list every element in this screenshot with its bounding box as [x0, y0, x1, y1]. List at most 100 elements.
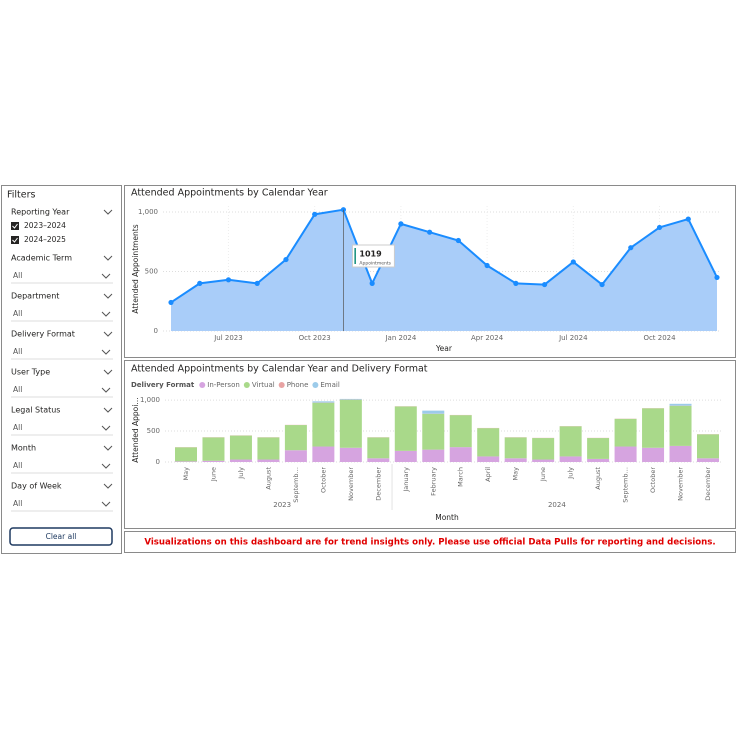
- x-tick-label: April: [484, 467, 492, 482]
- legend-label: Email: [320, 381, 339, 389]
- bar-segment: [257, 437, 280, 460]
- x-tick-label: December: [704, 467, 712, 501]
- line-chart-title: Attended Appointments by Calendar Year: [131, 188, 328, 199]
- bar-segment: [559, 456, 582, 462]
- legend-title: Delivery Format: [131, 381, 195, 389]
- filter-value[interactable]: All: [13, 309, 22, 318]
- bar-segment: [257, 459, 280, 462]
- x-tick-label: June: [209, 467, 217, 482]
- point: [599, 281, 605, 288]
- filter-label: Day of Week: [11, 482, 62, 491]
- bar-segment: [422, 410, 445, 414]
- area: [171, 209, 717, 331]
- notice-text: Visualizations on this dashboard are for…: [144, 538, 715, 548]
- bar-segment: [614, 418, 637, 447]
- chevron-icon: [101, 311, 111, 317]
- bar-segment: [642, 447, 665, 462]
- bar-segment: [202, 460, 225, 462]
- bar-segment: [697, 458, 719, 462]
- chevron-icon: [103, 331, 113, 337]
- x-tick-label: August: [594, 467, 602, 490]
- filter-value[interactable]: All: [13, 461, 22, 470]
- filter-option[interactable]: 2024–2025: [24, 235, 66, 244]
- x-axis-label: Month: [435, 513, 459, 522]
- legend-swatch: [278, 382, 285, 388]
- bar-segment: [394, 406, 417, 451]
- point: [369, 280, 375, 286]
- filter-value[interactable]: All: [13, 271, 22, 280]
- tooltip-box: [351, 244, 395, 268]
- chevron-icon: [103, 445, 113, 451]
- chevron-icon: [101, 349, 111, 355]
- x-tick-label: February: [429, 467, 437, 496]
- x-tick-label: Septemb…: [622, 467, 630, 503]
- x-tick-label: November: [347, 467, 355, 501]
- bar-segment: [449, 415, 472, 448]
- group-label: 2024: [548, 501, 566, 509]
- tooltip-label: Appointments: [359, 261, 391, 267]
- point: [340, 207, 347, 213]
- x-tick-label: Jul 2023: [213, 334, 243, 342]
- bar-segment: [339, 398, 362, 400]
- point: [398, 221, 404, 227]
- tooltip-value: 1019: [359, 250, 382, 259]
- bar-segment: [175, 447, 197, 462]
- chevron-icon: [103, 369, 113, 375]
- filter-label: Academic Term: [11, 254, 72, 263]
- filter-value[interactable]: All: [13, 347, 22, 356]
- x-tick-label: Apr 2024: [471, 334, 504, 342]
- y-tick-label: 0: [154, 327, 158, 335]
- x-tick-label: March: [457, 467, 465, 487]
- checkbox[interactable]: [11, 222, 19, 230]
- x-tick-label: Jul 2024: [558, 334, 588, 342]
- point: [283, 256, 289, 263]
- point: [513, 280, 519, 286]
- bar-segment: [422, 413, 445, 450]
- bar-segment: [477, 428, 500, 457]
- x-tick-label: July: [567, 467, 575, 480]
- bar-segment: [284, 425, 307, 451]
- chevron-icon: [101, 463, 111, 469]
- bar-segment: [614, 446, 637, 462]
- filter-value[interactable]: All: [13, 385, 22, 394]
- legend-swatch: [199, 382, 206, 388]
- y-tick-label: 0: [156, 458, 160, 466]
- bar-segment: [339, 447, 362, 462]
- point: [197, 280, 203, 286]
- bar-segment: [394, 450, 417, 462]
- clear-button[interactable]: [9, 527, 113, 546]
- clear-button-label[interactable]: Clear all: [46, 532, 77, 541]
- filter-label: Delivery Format: [11, 330, 75, 339]
- notice-panel: [124, 531, 736, 553]
- bar-segment: [312, 446, 335, 462]
- y-axis-label: Attended Appointments: [131, 224, 140, 313]
- bar-segment: [559, 426, 582, 457]
- bar-segment: [504, 458, 527, 462]
- chevron-icon: [101, 425, 111, 431]
- bar-segment: [449, 447, 472, 462]
- point: [628, 245, 634, 251]
- x-tick-label: May: [512, 467, 520, 481]
- filter-value[interactable]: All: [13, 423, 22, 432]
- point: [714, 274, 720, 281]
- bar-segment: [477, 456, 500, 462]
- x-tick-label: Oct 2023: [299, 334, 331, 342]
- x-tick-label: Jan 2024: [384, 334, 416, 342]
- filter-panel: [1, 185, 122, 554]
- x-tick-label: August: [264, 467, 272, 490]
- legend-label: Virtual: [252, 381, 275, 389]
- y-tick-label: 500: [145, 267, 158, 275]
- bar-segment: [669, 403, 692, 406]
- x-tick-label: July: [237, 467, 245, 480]
- filter-value[interactable]: All: [13, 499, 22, 508]
- chevron-icon: [103, 293, 113, 299]
- point: [541, 281, 548, 288]
- legend-label: Phone: [287, 381, 309, 389]
- x-tick-label: December: [374, 467, 382, 501]
- filter-option[interactable]: 2023–2024: [24, 221, 66, 230]
- x-tick-label: June: [539, 467, 547, 482]
- checkbox[interactable]: [11, 236, 19, 244]
- chevron-icon: [101, 387, 111, 393]
- point: [570, 259, 576, 265]
